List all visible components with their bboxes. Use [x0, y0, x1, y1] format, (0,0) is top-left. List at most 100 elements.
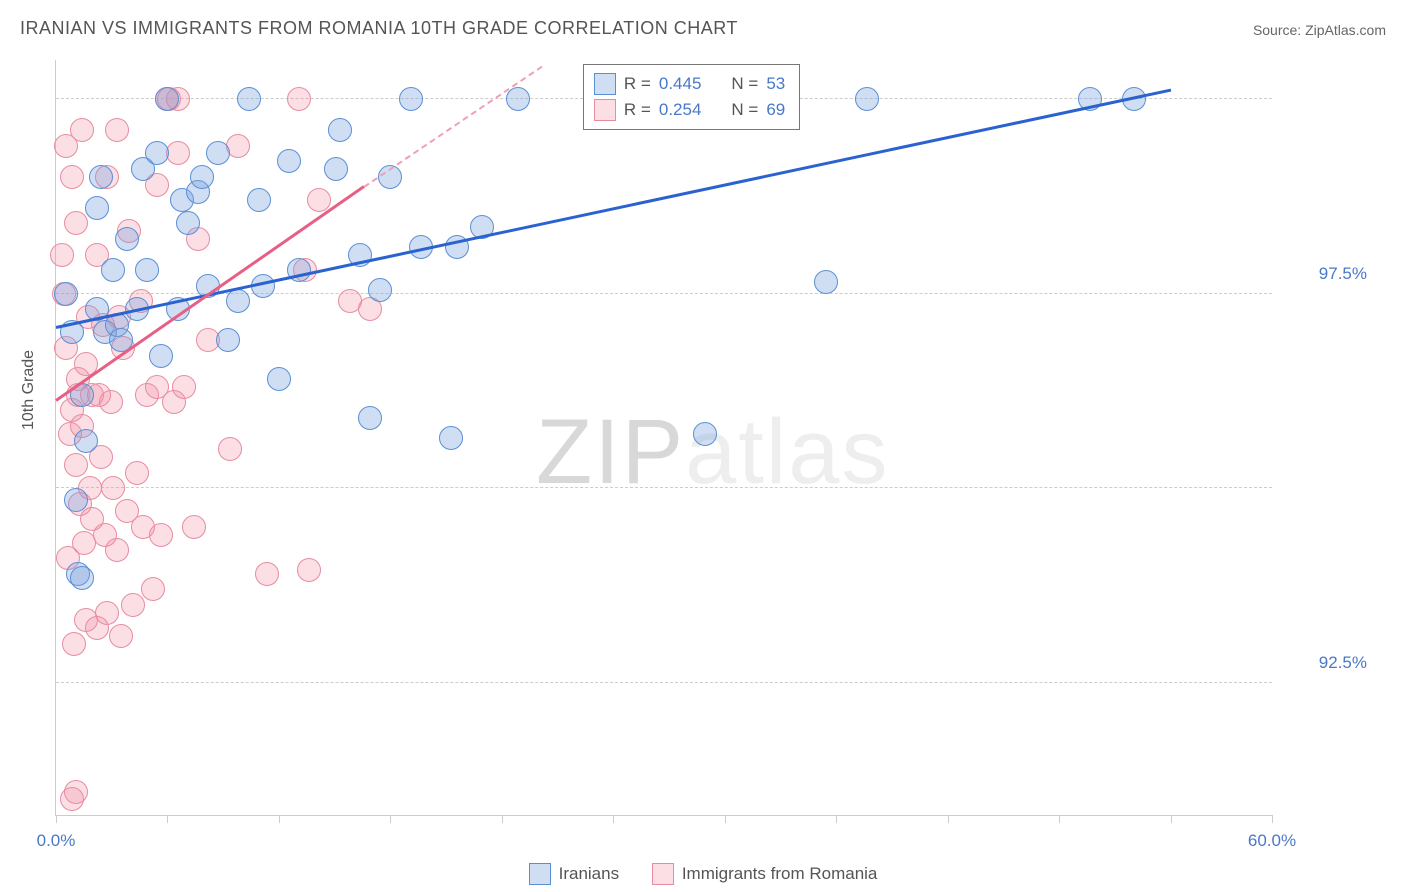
data-point	[101, 258, 125, 282]
x-tick	[1171, 815, 1172, 823]
legend-item-iranians: Iranians	[529, 863, 619, 885]
legend-row: R = 0.445 N = 53	[594, 71, 785, 97]
data-point	[855, 87, 879, 111]
x-tick	[613, 815, 614, 823]
data-point	[109, 624, 133, 648]
data-point	[70, 118, 94, 142]
r-label: R =	[624, 100, 651, 120]
x-tick	[502, 815, 503, 823]
data-point	[328, 118, 352, 142]
legend-label: Iranians	[559, 864, 619, 884]
data-point	[70, 566, 94, 590]
data-point	[155, 87, 179, 111]
x-tick-label: 60.0%	[1248, 831, 1296, 851]
x-tick-label: 0.0%	[37, 831, 76, 851]
data-point	[101, 476, 125, 500]
data-point	[149, 523, 173, 547]
data-point	[74, 429, 98, 453]
data-point	[64, 780, 88, 804]
source-link[interactable]: ZipAtlas.com	[1305, 22, 1386, 38]
data-point	[105, 538, 129, 562]
chart-title: IRANIAN VS IMMIGRANTS FROM ROMANIA 10TH …	[20, 18, 738, 39]
x-tick	[725, 815, 726, 823]
correlation-legend: R = 0.445 N = 53 R = 0.254 N = 69	[583, 64, 800, 130]
swatch-icon	[529, 863, 551, 885]
n-label: N =	[731, 100, 758, 120]
gridline	[56, 682, 1272, 683]
data-point	[64, 211, 88, 235]
data-point	[149, 344, 173, 368]
data-point	[693, 422, 717, 446]
data-point	[399, 87, 423, 111]
data-point	[172, 375, 196, 399]
data-point	[255, 562, 279, 586]
source-label: Source:	[1253, 22, 1305, 38]
y-axis-label: 10th Grade	[20, 350, 38, 430]
n-label: N =	[731, 74, 758, 94]
data-point	[125, 461, 149, 485]
n-value: 53	[766, 74, 785, 94]
data-point	[115, 227, 139, 251]
y-tick-label: 97.5%	[1287, 264, 1367, 284]
data-point	[99, 390, 123, 414]
data-point	[287, 87, 311, 111]
data-point	[506, 87, 530, 111]
data-point	[121, 593, 145, 617]
legend-row: R = 0.254 N = 69	[594, 97, 785, 123]
data-point	[135, 258, 159, 282]
legend-item-romania: Immigrants from Romania	[652, 863, 878, 885]
chart-plot-area: ZIPatlas 92.5%97.5%0.0%60.0%R = 0.445N =…	[55, 60, 1272, 816]
data-point	[95, 601, 119, 625]
data-point	[85, 196, 109, 220]
bottom-legend: Iranians Immigrants from Romania	[0, 863, 1406, 890]
x-tick	[948, 815, 949, 823]
data-point	[439, 426, 463, 450]
data-point	[176, 211, 200, 235]
data-point	[64, 453, 88, 477]
data-point	[50, 243, 74, 267]
data-point	[358, 406, 382, 430]
data-point	[62, 632, 86, 656]
data-point	[237, 87, 261, 111]
swatch-icon	[594, 73, 616, 95]
swatch-icon	[652, 863, 674, 885]
watermark: ZIPatlas	[536, 400, 889, 505]
source-attribution: Source: ZipAtlas.com	[1253, 22, 1386, 38]
data-point	[814, 270, 838, 294]
data-point	[182, 515, 206, 539]
gridline	[56, 487, 1272, 488]
data-point	[89, 165, 113, 189]
x-tick	[390, 815, 391, 823]
data-point	[60, 165, 84, 189]
x-tick	[1272, 815, 1273, 823]
y-tick-label: 92.5%	[1287, 653, 1367, 673]
data-point	[54, 282, 78, 306]
data-point	[267, 367, 291, 391]
data-point	[297, 558, 321, 582]
data-point	[206, 141, 230, 165]
r-value: 0.445	[659, 74, 702, 94]
n-value: 69	[766, 100, 785, 120]
x-tick	[836, 815, 837, 823]
data-point	[324, 157, 348, 181]
x-tick	[1059, 815, 1060, 823]
r-label: R =	[624, 74, 651, 94]
x-tick	[56, 815, 57, 823]
data-point	[190, 165, 214, 189]
r-value: 0.254	[659, 100, 702, 120]
data-point	[145, 141, 169, 165]
legend-label: Immigrants from Romania	[682, 864, 878, 884]
trend-line	[363, 66, 542, 188]
data-point	[368, 278, 392, 302]
data-point	[218, 437, 242, 461]
data-point	[216, 328, 240, 352]
swatch-icon	[594, 99, 616, 121]
x-tick	[279, 815, 280, 823]
data-point	[277, 149, 301, 173]
x-tick	[167, 815, 168, 823]
data-point	[141, 577, 165, 601]
data-point	[105, 118, 129, 142]
data-point	[226, 289, 250, 313]
data-point	[64, 488, 88, 512]
data-point	[247, 188, 271, 212]
